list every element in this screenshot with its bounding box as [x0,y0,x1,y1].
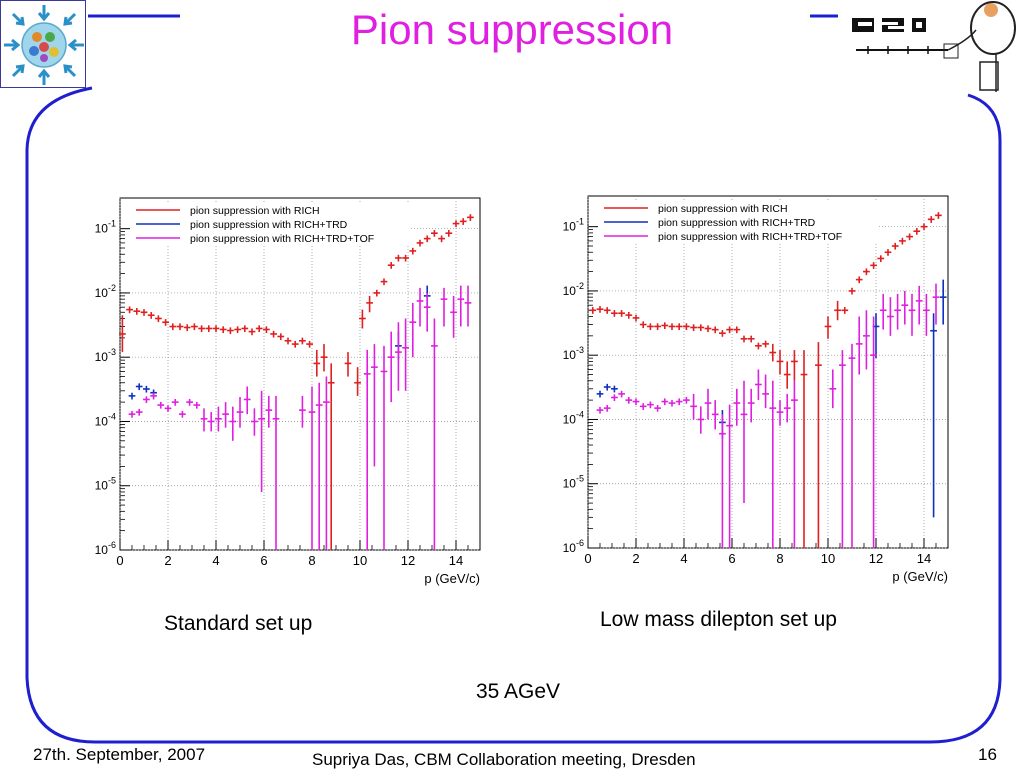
x-tick-label: 0 [584,551,591,566]
y-tick-base: 10 [563,348,577,362]
y-tick-base: 10 [563,220,577,234]
y-tick-base: 10 [95,222,109,236]
frame-outline [25,14,1002,744]
y-tick-label: 10-6 [95,540,116,557]
x-tick-label: 4 [212,553,219,568]
gsi-logo [852,1,1016,92]
y-tick-label: 10-1 [95,219,116,236]
chart-standard-setup: 10-1 10-2 10-3 10-4 10-5 10-6 0 2 4 6 8 10 12 14 p (Ge… [80,190,500,595]
y-tick-label: 10-6 [563,538,584,555]
series-0 [589,212,942,548]
energy-label: 35 AGeV [476,680,561,703]
y-tick-exponent: -6 [576,538,584,548]
y-tick-exponent: -1 [108,219,116,229]
y-tick-label: 10-2 [563,281,584,298]
x-tick-label: 6 [260,553,267,568]
y-tick-label: 10-3 [563,345,584,362]
footer-author: Supriya Das, CBM Collaboration meeting, … [312,750,696,769]
slide-title: Pion suppression [350,6,674,53]
y-tick-exponent: -6 [108,540,116,550]
y-tick-base: 10 [95,543,109,557]
plot-area [587,195,949,549]
cbm-logo-icon [4,5,84,85]
y-tick-base: 10 [95,350,109,364]
series-0 [119,214,474,550]
chart-low-mass-dilepton-setup-svg: 10-110-210-310-410-510-60 2 4 6 8 10 12 14p (Ge… [563,195,949,584]
y-tick-exponent: -4 [108,411,116,421]
caption-low-mass-dilepton-setup: Low mass dilepton set up [600,608,837,631]
legend-label: pion suppression with RICH+TRD+TOF [658,231,842,243]
legend-label: pion suppression with RICH+TRD [190,219,348,231]
caption-standard-setup: Standard set up [164,612,313,635]
series-2 [128,285,472,550]
y-tick-base: 10 [563,284,577,298]
x-tick-label: 10 [821,551,835,566]
y-tick-exponent: -2 [576,281,584,291]
x-tick-label: 4 [680,551,687,566]
x-tick-label: 0 [116,553,123,568]
y-tick-base: 10 [563,477,577,491]
legend-label: pion suppression with RICH+TRD+TOF [190,233,374,245]
x-tick-label: 14 [449,553,463,568]
y-tick-label: 10-5 [563,474,584,491]
y-tick-label: 10-5 [95,476,116,493]
y-tick-label: 10-3 [95,347,116,364]
x-tick-label: 8 [776,551,783,566]
x-axis-label: p (GeV/c) [892,569,948,584]
x-tick-label: 8 [308,553,315,568]
legend-label: pion suppression with RICH [658,203,788,215]
y-tick-exponent: -4 [576,409,584,419]
x-tick-label: 2 [632,551,639,566]
y-tick-exponent: -2 [108,283,116,293]
x-tick-label: 6 [728,551,735,566]
y-tick-base: 10 [95,286,109,300]
legend-label: pion suppression with RICH [190,205,320,217]
plot-area [119,197,481,551]
y-tick-exponent: -1 [576,217,584,227]
series-2 [596,283,940,548]
y-tick-base: 10 [563,541,577,555]
y-tick-label: 10-4 [95,411,116,428]
x-tick-label: 12 [869,551,883,566]
cbm-logo [0,0,86,88]
y-tick-label: 10-1 [563,217,584,234]
x-tick-label: 12 [401,553,415,568]
chart-low-mass-dilepton-setup: 10-1 10-2 10-3 10-4 10-5 10-6 0 2 4 6 8 10 12 14 p (Ge… [548,188,968,593]
y-tick-label: 10-2 [95,283,116,300]
footer-page-number: 16 [978,745,997,764]
y-tick-label: 10-4 [563,409,584,426]
x-tick-label: 2 [164,553,171,568]
y-tick-base: 10 [95,479,109,493]
y-tick-exponent: -3 [108,347,116,357]
x-tick-label: 10 [353,553,367,568]
y-tick-base: 10 [563,412,577,426]
y-tick-base: 10 [95,414,109,428]
legend-label: pion suppression with RICH+TRD [658,217,816,229]
x-axis-label: p (GeV/c) [424,571,480,586]
y-tick-exponent: -5 [108,476,116,486]
y-tick-exponent: -5 [576,474,584,484]
footer-date: 27th. September, 2007 [33,745,206,764]
x-tick-label: 14 [917,551,931,566]
chart-standard-setup-svg: 10-110-210-310-410-510-60 2 4 6 8 10 12 14p (Ge… [95,197,481,586]
y-tick-exponent: -3 [576,345,584,355]
